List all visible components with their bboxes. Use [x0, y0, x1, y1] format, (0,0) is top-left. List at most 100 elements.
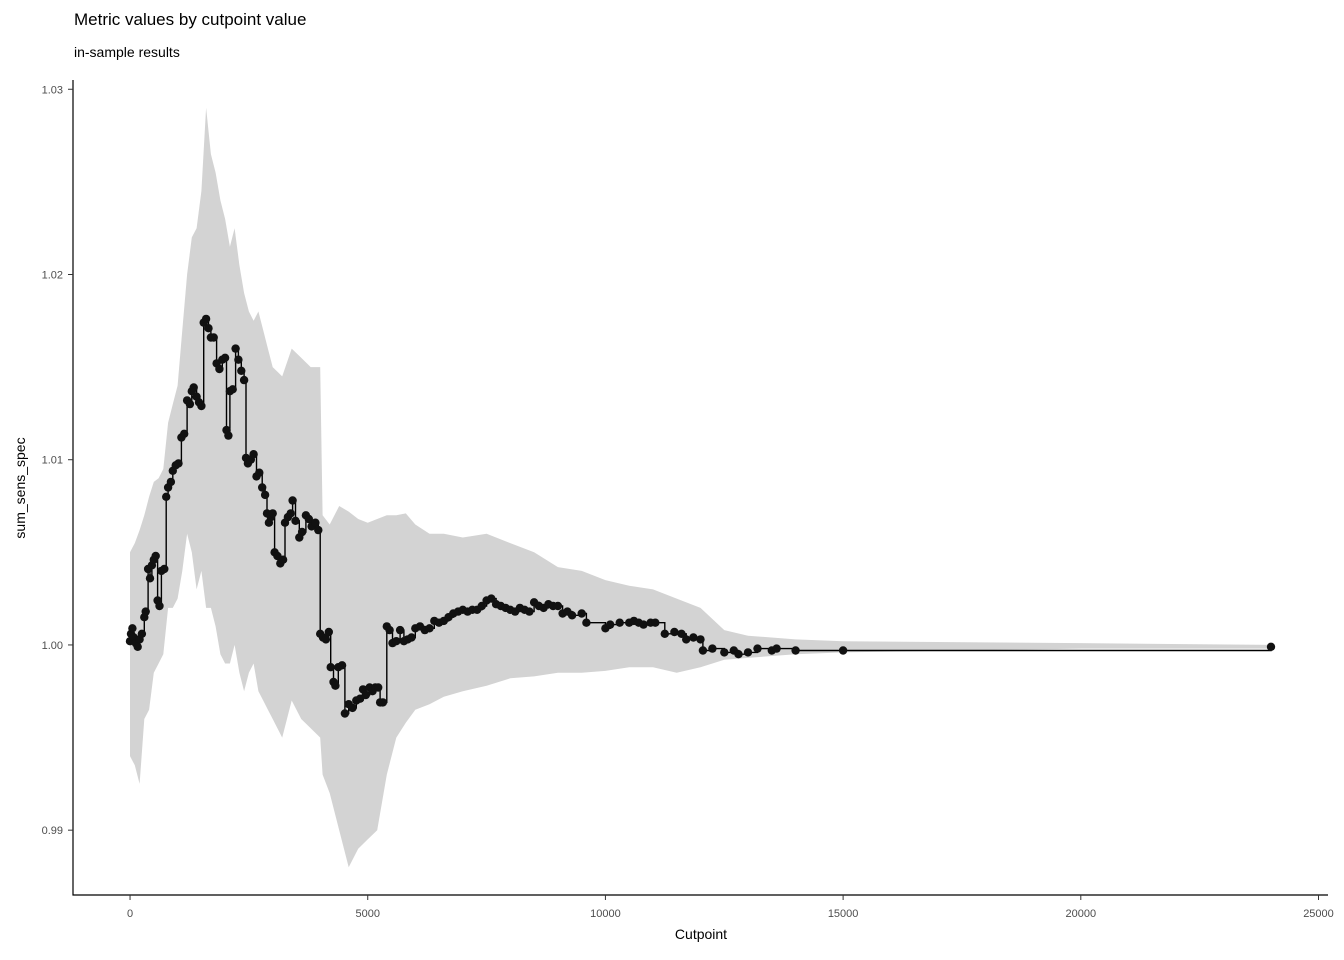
x-tick-label: 5000 [355, 908, 379, 920]
data-point [698, 646, 708, 655]
data-point [304, 514, 313, 524]
data-point [268, 509, 277, 518]
data-point [160, 564, 169, 574]
y-tick-label: 0.99 [42, 825, 63, 837]
data-point [340, 709, 350, 718]
data-point [204, 324, 213, 333]
data-point [348, 703, 357, 713]
data-point [255, 468, 264, 477]
x-tick-label: 15000 [828, 908, 859, 920]
data-point [151, 551, 160, 561]
data-point [209, 333, 218, 342]
data-point [708, 644, 717, 653]
data-point [639, 620, 648, 629]
data-point [288, 496, 297, 505]
data-point [361, 690, 370, 700]
data-point [224, 431, 233, 440]
data-point [392, 637, 401, 646]
data-point [311, 518, 320, 527]
x-tick-label: 0 [127, 908, 133, 920]
data-point [234, 355, 243, 364]
data-point [166, 477, 176, 487]
data-point [231, 344, 240, 353]
data-point [696, 635, 705, 644]
data-point [258, 483, 267, 492]
data-point [525, 607, 534, 616]
data-point [791, 646, 800, 655]
data-point [651, 618, 660, 627]
data-point [606, 620, 615, 629]
data-point [141, 607, 150, 616]
data-point [553, 601, 563, 611]
data-point [753, 644, 762, 653]
data-point [137, 629, 147, 638]
data-point [720, 648, 729, 657]
data-point [185, 399, 195, 409]
data-point [425, 624, 434, 633]
data-point [133, 642, 142, 651]
data-point [297, 527, 307, 537]
data-point [321, 635, 331, 644]
data-point [577, 609, 586, 618]
data-point [395, 625, 405, 635]
data-point [128, 624, 137, 633]
data-point [374, 683, 383, 692]
series-point-layer [125, 314, 1276, 718]
data-point [331, 681, 340, 690]
data-point [670, 627, 679, 637]
axis-layer: 0 5000 10000 15000 20000 25000 0.99 1.00 1.01 1.0… [42, 80, 1334, 920]
data-point [682, 635, 691, 644]
data-point [326, 663, 335, 672]
chart-subtitle: in-sample results [74, 44, 180, 60]
data-point [660, 629, 669, 638]
data-point [189, 383, 198, 392]
x-tick-label: 25000 [1303, 908, 1334, 920]
data-point [337, 661, 347, 670]
confidence-band [130, 107, 1271, 868]
data-point [567, 611, 577, 620]
data-point [838, 646, 848, 655]
y-tick-label: 1.02 [42, 269, 63, 281]
data-point [689, 633, 698, 642]
data-point [487, 594, 496, 603]
data-point [324, 627, 333, 637]
data-point [615, 618, 624, 627]
data-point [239, 375, 249, 385]
x-tick-label: 20000 [1066, 908, 1097, 920]
data-point [145, 574, 155, 583]
data-point [677, 629, 686, 638]
data-point [772, 644, 781, 653]
x-tick-label: 10000 [590, 908, 621, 920]
data-point [197, 401, 206, 411]
data-point [237, 366, 246, 375]
data-point [260, 490, 270, 500]
data-point [734, 650, 743, 659]
chart-title: Metric values by cutpoint value [74, 10, 307, 29]
confidence-band-layer [130, 107, 1271, 868]
data-point [278, 555, 288, 564]
data-point [201, 314, 211, 324]
data-point [228, 385, 237, 394]
data-point [220, 353, 230, 362]
data-point [174, 459, 183, 468]
y-tick-label: 1.00 [42, 640, 63, 652]
x-axis-title: Cutpoint [675, 926, 727, 942]
data-point [162, 492, 171, 501]
data-point [314, 525, 323, 535]
data-point [378, 698, 388, 707]
data-point [155, 601, 164, 611]
data-point [743, 648, 753, 657]
data-point [1266, 642, 1276, 651]
data-point [477, 601, 486, 611]
data-point [286, 509, 295, 518]
data-point [291, 516, 300, 525]
data-point [249, 450, 258, 459]
data-point [407, 633, 416, 642]
y-tick-label: 1.03 [42, 84, 63, 96]
y-tick-label: 1.01 [42, 455, 63, 467]
y-axis-title: sum_sens_spec [12, 437, 28, 538]
data-point [582, 618, 591, 627]
data-point [215, 364, 224, 374]
